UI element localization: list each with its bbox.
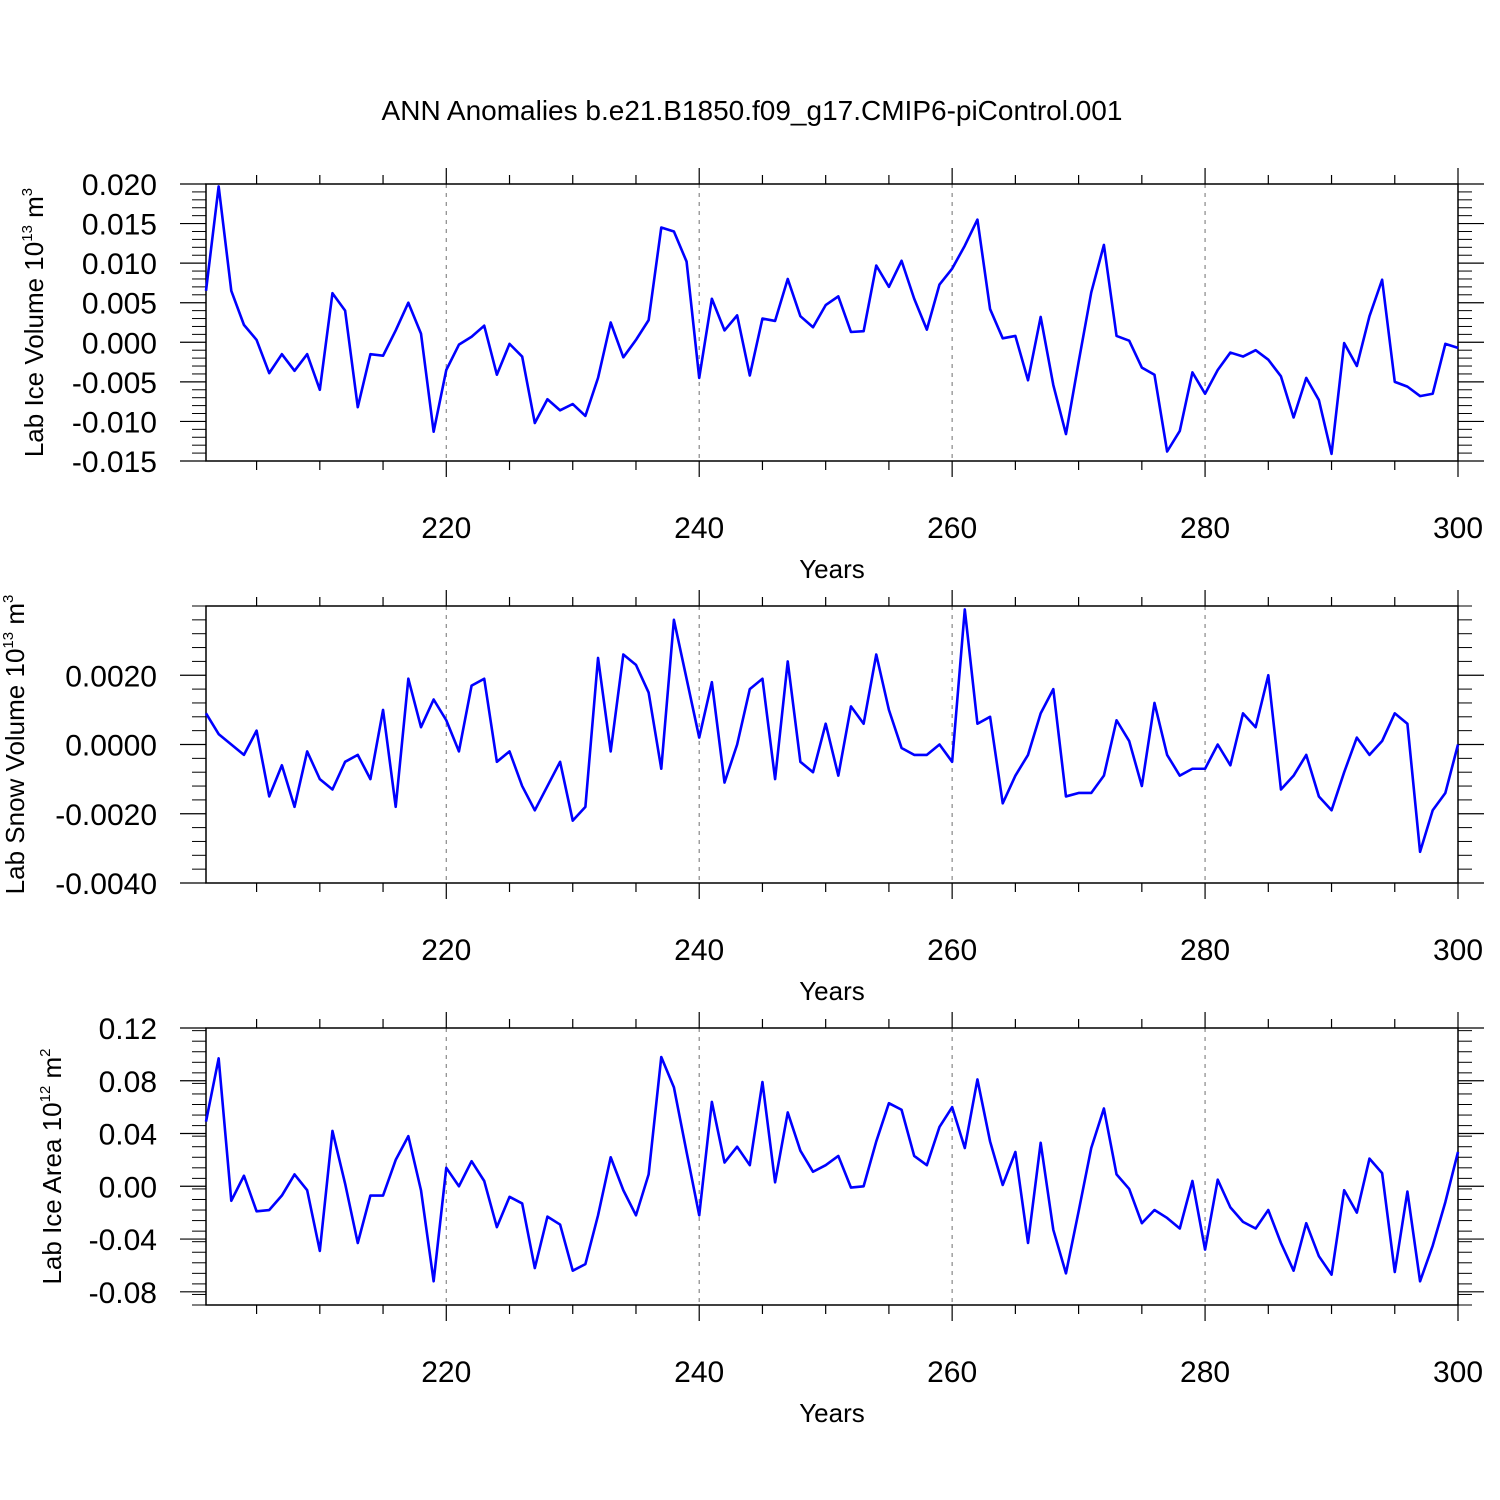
y-tick-label-5: -0.08 <box>89 1277 157 1310</box>
y-axis-title: Lab Ice Area 1012 m2 <box>37 1048 67 1284</box>
panel-lab-ice-area: 220 240 260 280 300 Years 0.12 0.08 0.04 0.00 -0.0… <box>37 1012 1484 1428</box>
y-tick-label-0: 0.020 <box>82 169 157 202</box>
x-axis-title: Years <box>799 1398 865 1428</box>
x-tick-label-240: 240 <box>674 1356 724 1389</box>
y-axis-title-exponent: 13 <box>0 632 17 649</box>
plot-frame <box>205 1027 1459 1306</box>
y-tick-label-2: 0.010 <box>82 248 157 281</box>
y-tick-label-7: -0.015 <box>72 446 157 479</box>
y-axis-title-exponent: 3 <box>0 595 17 603</box>
y-axis-title: Lab Ice Volume 1013 m3 <box>19 188 49 457</box>
panel-lab-snow-volume: 220 240 260 280 300 Years 0.0020 0.0000 -0.0020 -… <box>0 590 1484 1006</box>
x-tick-label-220: 220 <box>421 512 471 545</box>
y-axis-title-exponent: 3 <box>19 188 36 196</box>
y-axis-title-text: m <box>19 196 49 225</box>
y-tick-label-6: -0.010 <box>72 406 157 439</box>
y-tick-label-2: -0.0020 <box>55 799 157 832</box>
y-tick-label-1: 0.015 <box>82 209 157 242</box>
y-axis-title-text: Lab Ice Volume 10 <box>19 242 49 457</box>
series-line-lab-ice-area <box>204 1055 1460 1283</box>
chart-title: ANN Anomalies b.e21.B1850.f09_g17.CMIP6-… <box>382 95 1123 126</box>
x-tick-label-280: 280 <box>1180 1356 1230 1389</box>
x-tick-label-300: 300 <box>1433 934 1483 967</box>
y-axis-title-exponent: 13 <box>19 225 36 242</box>
y-axis-title-text: Lab Ice Area 10 <box>37 1102 67 1284</box>
y-axis-title-text: m <box>0 603 30 632</box>
y-tick-label-4: -0.04 <box>89 1224 157 1257</box>
y-tick-label-3: 0.005 <box>82 288 157 321</box>
series-line-lab-snow-volume <box>204 608 1460 854</box>
y-axis-title-exponent: 12 <box>37 1086 54 1103</box>
x-tick-label-300: 300 <box>1433 1356 1483 1389</box>
x-axis-title: Years <box>799 554 865 584</box>
plot-frame <box>205 183 1459 462</box>
x-tick-label-220: 220 <box>421 934 471 967</box>
x-tick-label-240: 240 <box>674 512 724 545</box>
y-tick-label-1: 0.0000 <box>65 730 157 763</box>
x-tick-label-260: 260 <box>927 934 977 967</box>
x-axis-title: Years <box>799 976 865 1006</box>
y-tick-label-5: -0.005 <box>72 367 157 400</box>
y-tick-label-4: 0.000 <box>82 327 157 360</box>
y-axis-title: Lab Snow Volume 1013 m3 <box>0 595 30 895</box>
y-tick-label-2: 0.04 <box>99 1119 157 1152</box>
x-tick-label-240: 240 <box>674 934 724 967</box>
x-tick-label-280: 280 <box>1180 512 1230 545</box>
x-tick-label-300: 300 <box>1433 512 1483 545</box>
y-axis-title-text: m <box>37 1057 67 1086</box>
y-tick-label-1: 0.08 <box>99 1066 157 1099</box>
panel-lab-ice-volume: 220 240 260 280 300 Years 0.020 0.015 0.010 0.005… <box>19 168 1484 584</box>
x-tick-label-280: 280 <box>1180 934 1230 967</box>
y-axis-title-exponent: 2 <box>37 1048 54 1056</box>
y-axis-title-text: Lab Snow Volume 10 <box>0 649 30 895</box>
y-tick-label-3: -0.0040 <box>55 868 157 901</box>
series-line-lab-ice-volume <box>204 185 1459 456</box>
x-tick-label-260: 260 <box>927 512 977 545</box>
y-tick-label-3: 0.00 <box>99 1171 157 1204</box>
x-tick-label-260: 260 <box>927 1356 977 1389</box>
x-tick-label-220: 220 <box>421 1356 471 1389</box>
y-tick-label-0: 0.0020 <box>65 660 157 693</box>
y-tick-label-0: 0.12 <box>99 1013 157 1046</box>
panels: 220 240 260 280 300 Years 0.020 0.015 0.010 0.005… <box>0 168 1484 1428</box>
